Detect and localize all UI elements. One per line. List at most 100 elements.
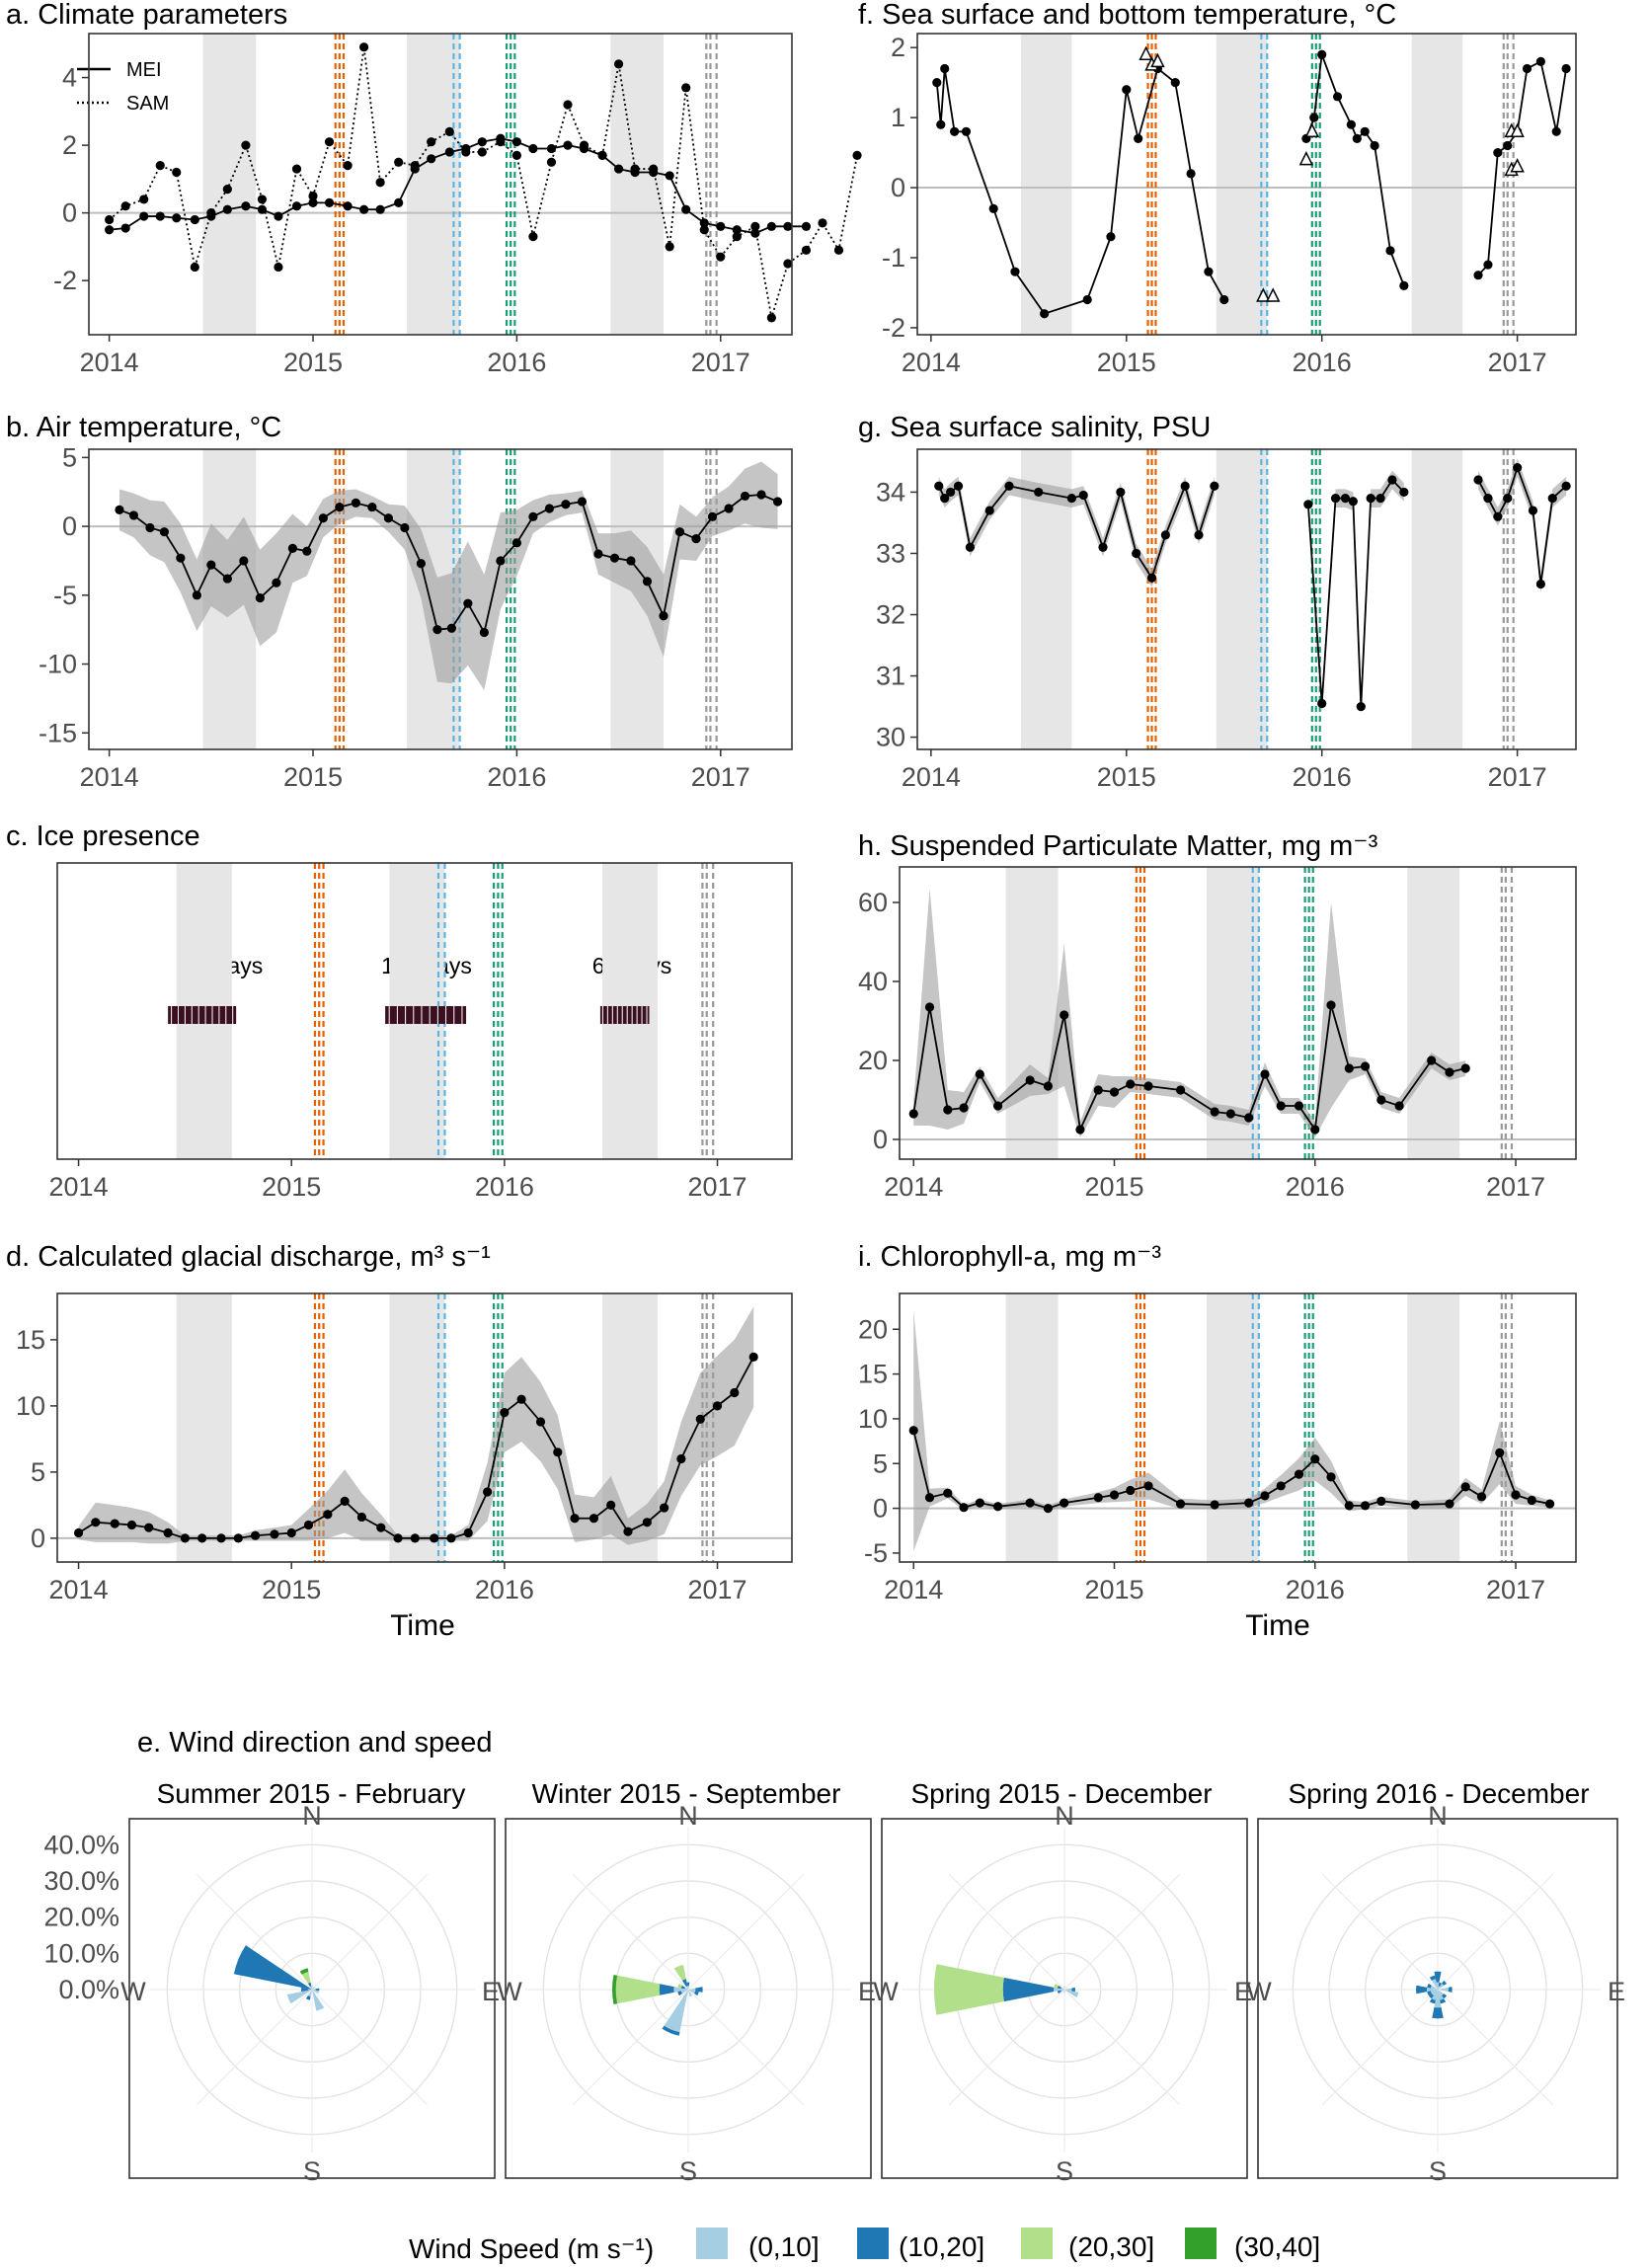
bottom-temp-point xyxy=(1304,122,1320,138)
data-point xyxy=(308,197,318,207)
uncertainty-band xyxy=(118,461,778,691)
data-point xyxy=(496,556,506,566)
y-tick-label: 30 xyxy=(876,723,905,752)
data-point xyxy=(500,1407,510,1418)
wind-sector xyxy=(1429,1998,1436,2004)
wind-sector xyxy=(677,1983,682,1989)
panel-a-title: a. Climate parameters xyxy=(6,0,287,31)
wind-legend-title: Wind Speed (m s⁻¹) xyxy=(409,2233,654,2264)
data-point xyxy=(1473,271,1483,280)
data-point xyxy=(748,1352,758,1362)
wind-sector xyxy=(1431,1990,1438,2000)
data-point xyxy=(1344,1501,1354,1511)
data-point xyxy=(239,556,249,566)
data-point xyxy=(1143,1481,1153,1491)
x-tick-label: 2015 xyxy=(1097,762,1156,792)
rose-title-4: Spring 2016 - December xyxy=(1288,1778,1589,1809)
data-point xyxy=(1219,294,1229,305)
shaded-period xyxy=(1206,1293,1259,1562)
data-point xyxy=(172,167,182,178)
data-point xyxy=(988,203,998,213)
wind-sector xyxy=(312,1990,325,2011)
data-point xyxy=(665,242,674,252)
y-tick-label: 0 xyxy=(62,511,77,541)
data-point xyxy=(1025,1075,1035,1085)
data-point xyxy=(593,549,603,559)
x-tick-label: 2017 xyxy=(687,1172,746,1202)
data-point xyxy=(1483,260,1493,270)
data-point xyxy=(1109,1087,1120,1097)
data-point xyxy=(477,147,487,157)
bottom-temp-point xyxy=(1139,45,1153,61)
x-tick-label: 2017 xyxy=(1486,1575,1545,1604)
data-point xyxy=(553,1447,563,1457)
data-point xyxy=(570,1514,580,1524)
data-point xyxy=(732,225,742,235)
wind-sector xyxy=(1063,1986,1065,1990)
wind-sector xyxy=(308,1989,312,1991)
plot-a: 2014 2015 2016 2017 -2 0 2 4 xyxy=(53,33,862,377)
data-point xyxy=(1303,500,1313,509)
wind-sector xyxy=(1416,1985,1428,1994)
y-tick-label: 5 xyxy=(873,1448,888,1478)
x-tick-label: 2014 xyxy=(80,762,139,792)
data-point xyxy=(375,204,385,214)
rose-grid-spoke xyxy=(1437,1989,1554,2106)
wind-sector xyxy=(1063,1990,1065,1994)
wind-sector xyxy=(311,1986,313,1990)
data-point xyxy=(1078,490,1088,501)
x-tick-label: 2014 xyxy=(902,348,961,377)
wind-sector xyxy=(1428,1994,1434,1999)
rose-grid-spoke xyxy=(948,1989,1065,2106)
panel-frame xyxy=(899,866,1577,1160)
x-tick-label: 2017 xyxy=(1486,1172,1545,1202)
radial-tick-label: 20.0% xyxy=(43,1903,119,1932)
data-point xyxy=(1476,1492,1487,1502)
panel-f-title: f. Sea surface and bottom temperature, °… xyxy=(858,0,1396,31)
data-point xyxy=(359,204,369,214)
data-point xyxy=(1493,511,1503,521)
data-point xyxy=(461,147,471,157)
data-point xyxy=(630,164,640,174)
data-point xyxy=(335,502,345,512)
data-point xyxy=(1186,169,1196,179)
rose-grid-spoke xyxy=(687,1873,805,1991)
data-point xyxy=(1332,92,1343,102)
wind-sector xyxy=(312,1989,316,1991)
data-point xyxy=(483,1487,493,1497)
y-tick-label: 5 xyxy=(62,442,77,472)
data-point xyxy=(511,538,521,548)
data-point xyxy=(1204,267,1214,276)
radial-tick-label: 30.0% xyxy=(43,1866,119,1896)
panel-g: g. Sea surface salinity, PSU xyxy=(858,412,1211,443)
data-point xyxy=(740,491,750,502)
data-point xyxy=(511,150,521,160)
data-point xyxy=(908,1426,918,1436)
data-point xyxy=(934,481,944,491)
data-point xyxy=(1394,1101,1404,1111)
data-point xyxy=(477,137,487,147)
wind-sector xyxy=(1432,2006,1444,2019)
data-point xyxy=(192,590,201,600)
y-tick-label: 2 xyxy=(891,33,905,62)
y-tick-label: 20 xyxy=(858,1314,888,1344)
y-tick-label: 10 xyxy=(16,1391,45,1421)
wind-sector xyxy=(688,1990,696,1994)
data-point xyxy=(257,195,268,204)
data-point xyxy=(950,126,960,136)
shaded-period xyxy=(610,34,664,335)
wind-sector xyxy=(673,1964,686,1981)
wind-sector xyxy=(307,1982,312,1987)
data-point xyxy=(563,100,573,110)
compass-S: S xyxy=(1056,2156,1073,2186)
data-point xyxy=(1194,530,1204,540)
y-tick-label: 5 xyxy=(31,1457,45,1487)
wind-legend-swatch-4 xyxy=(1185,2228,1217,2259)
data-point xyxy=(1495,1447,1505,1457)
data-point xyxy=(699,225,709,235)
data-point xyxy=(302,546,312,556)
data-point xyxy=(1093,1493,1103,1503)
data-point xyxy=(1352,133,1362,143)
data-point xyxy=(1330,494,1341,504)
data-point xyxy=(1376,1095,1386,1105)
